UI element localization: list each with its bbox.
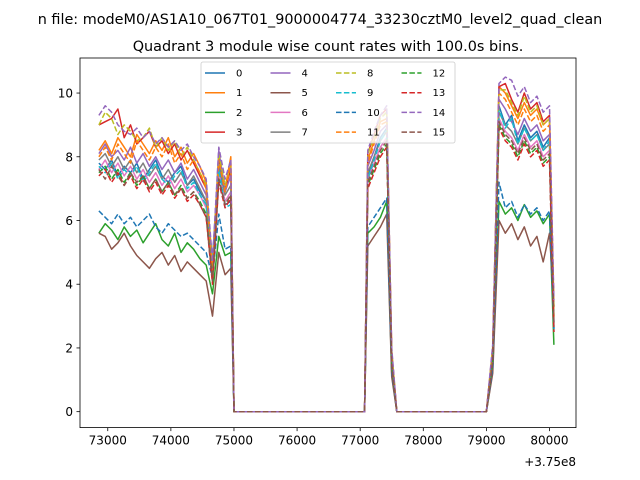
legend-label-4: 4	[302, 69, 308, 80]
series-lines	[98, 76, 555, 413]
x-tick-label: 80000	[530, 434, 568, 448]
legend-label-15: 15	[433, 128, 446, 139]
legend-label-11: 11	[367, 128, 380, 139]
y-axis: 0 2 4 6 8 10	[58, 87, 80, 419]
legend-box	[200, 61, 456, 144]
legend-label-1: 1	[236, 88, 242, 99]
y-tick-label: 6	[65, 214, 73, 228]
legend-label-14: 14	[433, 108, 446, 119]
series-line-11	[98, 92, 555, 413]
series-line-10	[98, 181, 555, 413]
series-line-2	[98, 200, 555, 413]
x-tick-label: 75000	[215, 434, 253, 448]
y-tick-label: 4	[65, 278, 73, 292]
x-axis: 73000 74000 75000 76000 77000 78000 79000 80000	[89, 427, 569, 448]
figure-suptitle: n file: modeM0/AS1A10_067T01_9000004774_…	[38, 12, 603, 28]
x-tick-label: 73000	[89, 434, 127, 448]
legend-label-3: 3	[236, 128, 242, 139]
legend-label-12: 12	[433, 69, 446, 80]
y-tick-label: 10	[58, 87, 73, 101]
legend-label-9: 9	[367, 88, 373, 99]
x-tick-label: 76000	[278, 434, 316, 448]
legend-label-13: 13	[433, 88, 446, 99]
series-line-13	[98, 127, 555, 413]
axes-frame	[79, 57, 577, 429]
y-tick-label: 0	[65, 405, 73, 419]
y-tick-label: 2	[65, 341, 73, 355]
legend-label-6: 6	[302, 108, 308, 119]
legend-label-2: 2	[236, 108, 242, 119]
x-tick-label: 74000	[152, 434, 190, 448]
x-tick-label: 78000	[404, 434, 442, 448]
legend-label-0: 0	[236, 69, 242, 80]
legend-label-7: 7	[302, 128, 308, 139]
series-line-7	[98, 111, 555, 413]
legend-label-10: 10	[367, 108, 380, 119]
series-line-1	[98, 85, 555, 413]
x-tick-label: 79000	[467, 434, 505, 448]
chart-title: Quadrant 3 module wise count rates with …	[133, 39, 524, 55]
series-line-6	[98, 117, 555, 413]
series-line-15	[98, 120, 555, 413]
x-offset-label: +3.75e8	[524, 455, 576, 469]
series-line-5	[98, 213, 555, 413]
x-tick-label: 77000	[341, 434, 379, 448]
series-line-9	[98, 108, 555, 413]
legend-label-8: 8	[367, 69, 373, 80]
legend-label-5: 5	[302, 88, 308, 99]
y-tick-label: 8	[65, 150, 73, 164]
